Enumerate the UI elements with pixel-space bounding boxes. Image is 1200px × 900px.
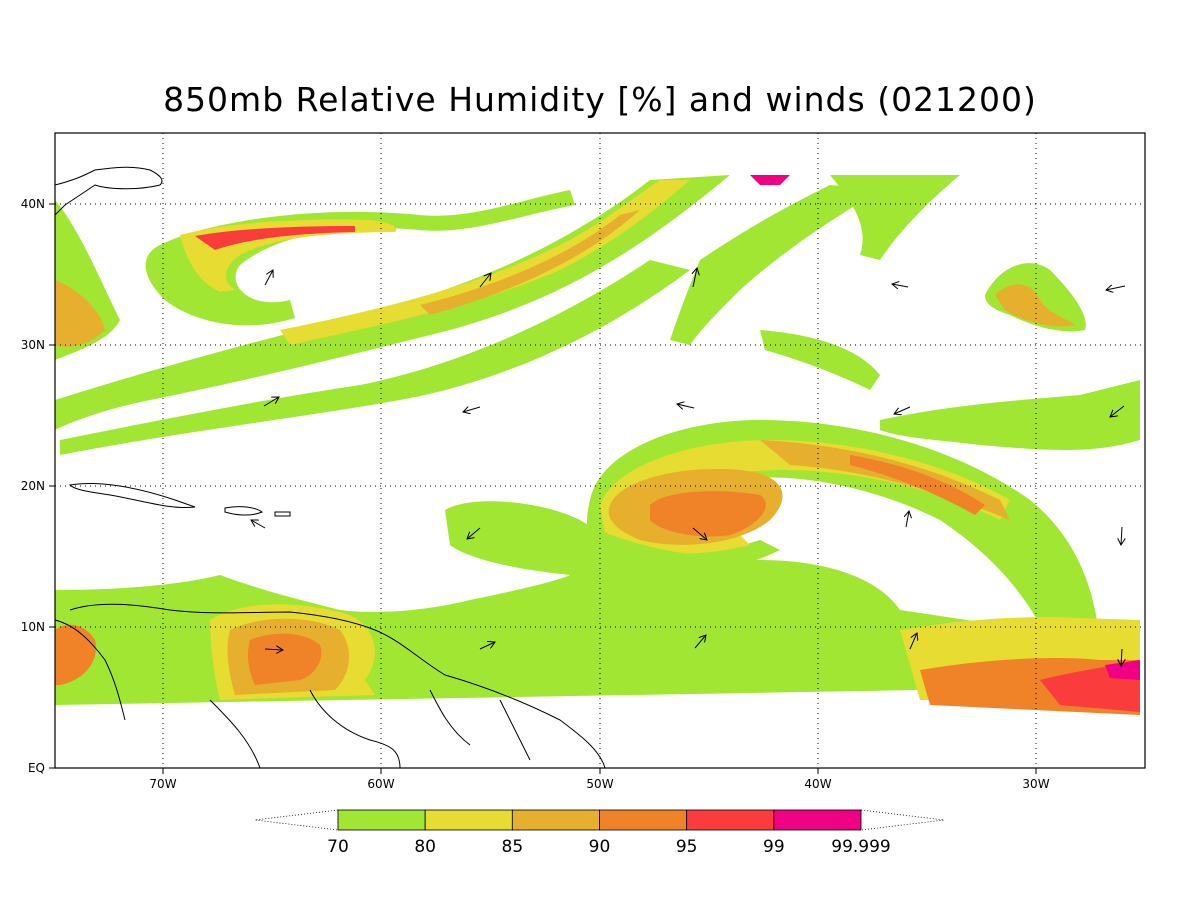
humidity-band-east-streak: [830, 175, 960, 260]
colorbar-level-label: 85: [502, 837, 524, 857]
coastline-cuba: [68, 483, 196, 509]
humidity-band-northeast: [670, 185, 880, 345]
longitude-labels: 70W 60W 50W 40W 30W: [149, 777, 1049, 791]
lon-label: 70W: [149, 777, 176, 791]
humidity-band-diagonal-inner: [280, 180, 690, 345]
humidity-band-hurricane-arm-core: [850, 455, 985, 515]
humidity-band-caribbean-peak: [247, 633, 322, 685]
coastline-hispaniola: [224, 506, 264, 516]
border-guyana: [309, 689, 401, 768]
humidity-band-north-peak: [195, 226, 355, 250]
wind-arrow: [479, 273, 491, 288]
wind-arrow: [479, 642, 495, 650]
wind-arrow: [906, 511, 909, 528]
colorbar-left-extension: [254, 809, 339, 831]
humidity-band-top-peak: [750, 175, 790, 185]
humidity-band-west-edge: [55, 624, 96, 685]
lon-label: 40W: [804, 777, 831, 791]
border-venezuela: [209, 699, 261, 768]
colorbar-swatch: [424, 809, 513, 831]
colorbar-level-label: 99: [763, 837, 785, 857]
wind-arrow: [892, 284, 909, 287]
colorbar: 70 80 85 90 95 99 99.999: [254, 809, 945, 857]
colorbar-swatch: [511, 809, 600, 831]
wind-arrow: [894, 406, 911, 414]
humidity-band-eastern-wave: [880, 380, 1140, 450]
lon-label: 50W: [586, 777, 613, 791]
humidity-band-hurricane-core: [650, 491, 766, 537]
wind-vectors: [251, 268, 1125, 666]
wind-arrow: [251, 520, 266, 529]
wind-arrow: [1121, 526, 1122, 545]
wind-arrow: [692, 527, 707, 540]
humidity-band-diagonal-core: [420, 210, 640, 315]
wind-arrow: [677, 404, 695, 408]
colorbar-level-label: 95: [676, 837, 698, 857]
wind-arrow: [1106, 286, 1126, 290]
wind-arrow: [264, 270, 273, 286]
colorbar-swatch: [686, 809, 775, 831]
wind-arrow: [909, 633, 917, 650]
coastline-north-america: [55, 166, 163, 216]
latitude-labels: 40N 30N 20N 10N EQ: [21, 197, 45, 775]
lat-label: 20N: [21, 479, 45, 493]
coastline-venezuela-guianas: [69, 603, 606, 768]
lat-label: EQ: [28, 761, 45, 775]
humidity-band-hurricane-arm: [760, 440, 1010, 520]
colorbar-swatch: [599, 809, 688, 831]
wind-arrow: [693, 268, 697, 288]
lon-label: 30W: [1022, 777, 1049, 791]
border-suriname: [429, 689, 471, 746]
wind-arrow: [463, 407, 481, 412]
lon-label: 60W: [367, 777, 394, 791]
colorbar-swatch: [337, 809, 426, 831]
wind-arrow: [1110, 405, 1125, 417]
humidity-band-mid-east: [760, 330, 880, 390]
wind-arrow: [467, 527, 481, 539]
colorbar-level-label: 99.999: [831, 837, 890, 857]
coastlines: [55, 166, 606, 768]
wind-arrow: [263, 397, 279, 407]
chart-title: 850mb Relative Humidity [%] and winds (0…: [163, 80, 1037, 119]
humidity-shading: [55, 175, 1140, 715]
humidity-band-far-east-core: [995, 284, 1075, 327]
wind-arrow: [264, 649, 283, 650]
colorbar-swatch: [773, 809, 862, 831]
graticule: [55, 133, 1145, 768]
colorbar-level-label: 90: [589, 837, 611, 857]
colorbar-level-label: 80: [414, 837, 436, 857]
colorbar-right-extension: [860, 809, 945, 831]
coastline-puerto-rico: [274, 511, 291, 517]
border-french-guiana: [499, 699, 531, 761]
border-central-america: [55, 619, 126, 721]
colorbar-level-label: 70: [327, 837, 349, 857]
lat-label: 40N: [21, 197, 45, 211]
axis-ticks: [49, 203, 1037, 774]
lat-label: 10N: [21, 620, 45, 634]
humidity-band-west-coast-core: [55, 280, 105, 347]
wind-arrow: [1121, 648, 1122, 666]
humidity-band-diagonal: [55, 175, 730, 430]
wind-arrow: [694, 635, 706, 649]
humidity-band-tropical-peak: [1105, 660, 1140, 680]
lat-label: 30N: [21, 338, 45, 352]
humidity-band-south-diagonal: [60, 260, 690, 455]
